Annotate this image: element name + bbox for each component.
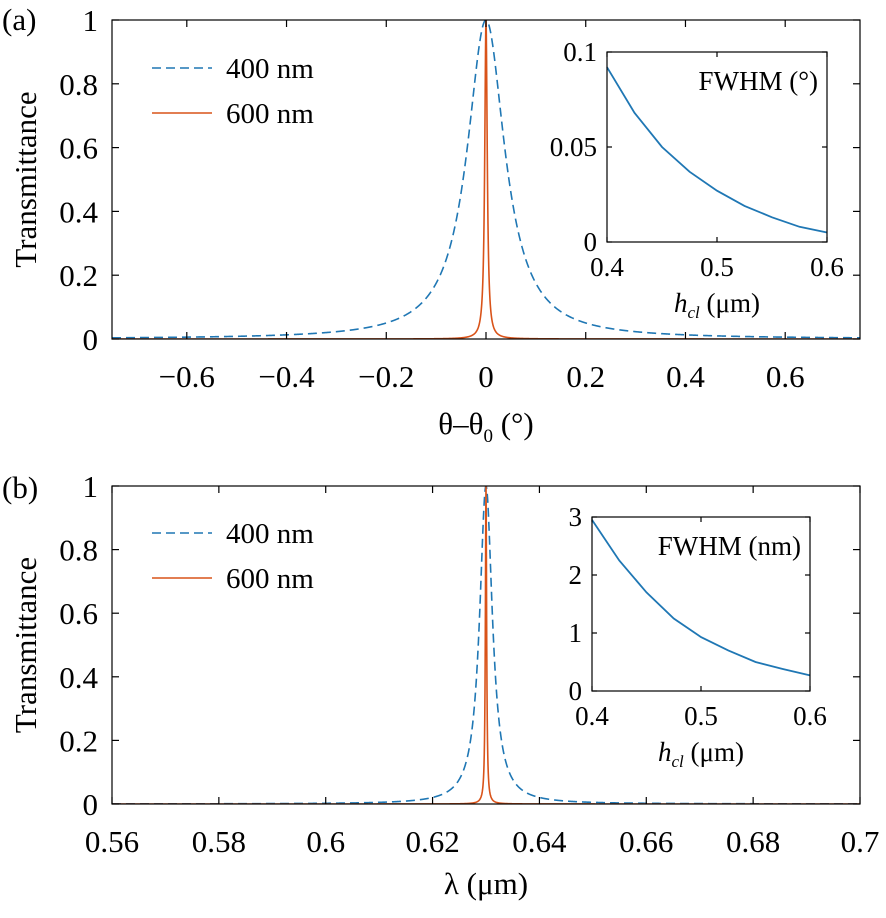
- x-tick-label: −0.6: [159, 359, 215, 394]
- x-axis-label: λ (μm): [444, 866, 528, 901]
- x-axis-label-tail: (°): [493, 406, 534, 441]
- y-tick-label: 0.4: [59, 194, 98, 229]
- x-tick-label: 0.2: [566, 359, 605, 394]
- x-tick-label: 0.7: [841, 824, 880, 859]
- inset-x-tick-label: 0.6: [793, 701, 827, 731]
- y-axis-label: Transmittance: [8, 557, 43, 733]
- panel-label: (b): [2, 470, 38, 505]
- inset-x-axis-label-sub: cl: [688, 303, 701, 322]
- y-tick-label: 0.4: [59, 660, 98, 695]
- inset-series-line: [591, 519, 811, 677]
- inset-x-axis-label-h: h: [674, 288, 688, 318]
- x-tick-label: 0.68: [726, 824, 780, 859]
- inset-x-axis-label: hcl (μm): [658, 737, 744, 771]
- legend-label: 600 nm: [226, 563, 314, 595]
- inset-x-axis-label-sub: cl: [672, 752, 685, 771]
- y-tick-label: 0.8: [59, 67, 98, 102]
- inset-x-axis-label-tail: (μm): [684, 737, 744, 767]
- inset-x-tick-label: 0.6: [810, 252, 844, 282]
- inset-x-tick-label: 0.4: [575, 701, 609, 731]
- inset-x-tick-label: 0.5: [684, 701, 718, 731]
- y-tick-label: 0.2: [59, 723, 98, 758]
- plot-frame: [111, 485, 861, 805]
- x-tick-label: 0.56: [85, 824, 139, 859]
- y-tick-label: 0.8: [59, 533, 98, 568]
- y-tick-label: 0.2: [59, 258, 98, 293]
- x-tick-label: 0: [478, 359, 494, 394]
- x-tick-label: −0.2: [358, 359, 414, 394]
- inset-y-tick-label: 3: [569, 502, 583, 532]
- x-tick-label: −0.4: [258, 359, 315, 394]
- inset-y-tick-label: 0.05: [550, 132, 597, 162]
- y-tick-label: 1: [83, 469, 99, 504]
- inset-x-axis-label: hcl (μm): [674, 288, 760, 322]
- inset-background: [607, 52, 827, 242]
- inset-y-tick-label: 0: [569, 676, 583, 706]
- inset-x-tick-label: 0.5: [700, 252, 734, 282]
- inset-annotation: FWHM (nm): [658, 531, 801, 561]
- inset-y-tick-label: 0: [584, 227, 598, 257]
- x-axis-label-sub: 0: [483, 426, 493, 447]
- panel-a: −0.6 −0.4 −0.2 0 0.2 0.4 0.6 0 0.2 0.4 0.6 0.8 1 (a) T…: [2, 2, 861, 447]
- inset-annotation: FWHM (°): [698, 66, 818, 96]
- x-tick-label: 0.62: [405, 824, 459, 859]
- x-tick-label: 0.66: [619, 824, 673, 859]
- inset-y-tick-label: 2: [569, 560, 583, 590]
- x-tick-label: 0.6: [306, 824, 345, 859]
- legend-label: 400 nm: [226, 53, 314, 85]
- panel-b: 0.56 0.58 0.6 0.62 0.64 0.66 0.68 0.700.20.40.6…: [2, 469, 879, 901]
- y-tick-label: 0: [83, 787, 99, 822]
- x-tick-label: 0.58: [192, 824, 246, 859]
- series-line-400-nm: [112, 20, 860, 339]
- y-tick-label: 0: [83, 322, 99, 357]
- legend-label: 600 nm: [226, 98, 314, 130]
- x-tick-label: 0.64: [512, 824, 567, 859]
- inset: 0.4 0.5 0.6 0 1 2 3 FWHM (nm) hcl (μm): [569, 502, 827, 771]
- inset-y-tick-label: 0.1: [563, 37, 597, 67]
- inset-series-line: [606, 66, 828, 234]
- y-tick-label: 1: [83, 3, 99, 38]
- inset-x-axis-label-h: h: [658, 737, 672, 767]
- x-axis-label-main: θ–θ: [438, 406, 483, 441]
- inset-y-tick-label: 1: [569, 618, 583, 648]
- x-axis-label: θ–θ0 (°): [438, 406, 534, 447]
- x-tick-label: 0.6: [766, 359, 805, 394]
- x-tick-label: 0.4: [666, 359, 705, 394]
- inset: 0.4 0.5 0.6 0 0.05 0.1 FWHM (°) hcl (μm): [550, 37, 844, 322]
- y-axis-label: Transmittance: [8, 91, 43, 267]
- panel-label: (a): [2, 2, 36, 37]
- y-tick-label: 0.6: [59, 131, 98, 166]
- legend-label: 400 nm: [226, 518, 314, 550]
- inset-x-axis-label-tail: (μm): [700, 288, 760, 318]
- inset-background: [592, 517, 810, 691]
- y-tick-label: 0.6: [59, 596, 98, 631]
- inset-x-tick-label: 0.4: [590, 252, 624, 282]
